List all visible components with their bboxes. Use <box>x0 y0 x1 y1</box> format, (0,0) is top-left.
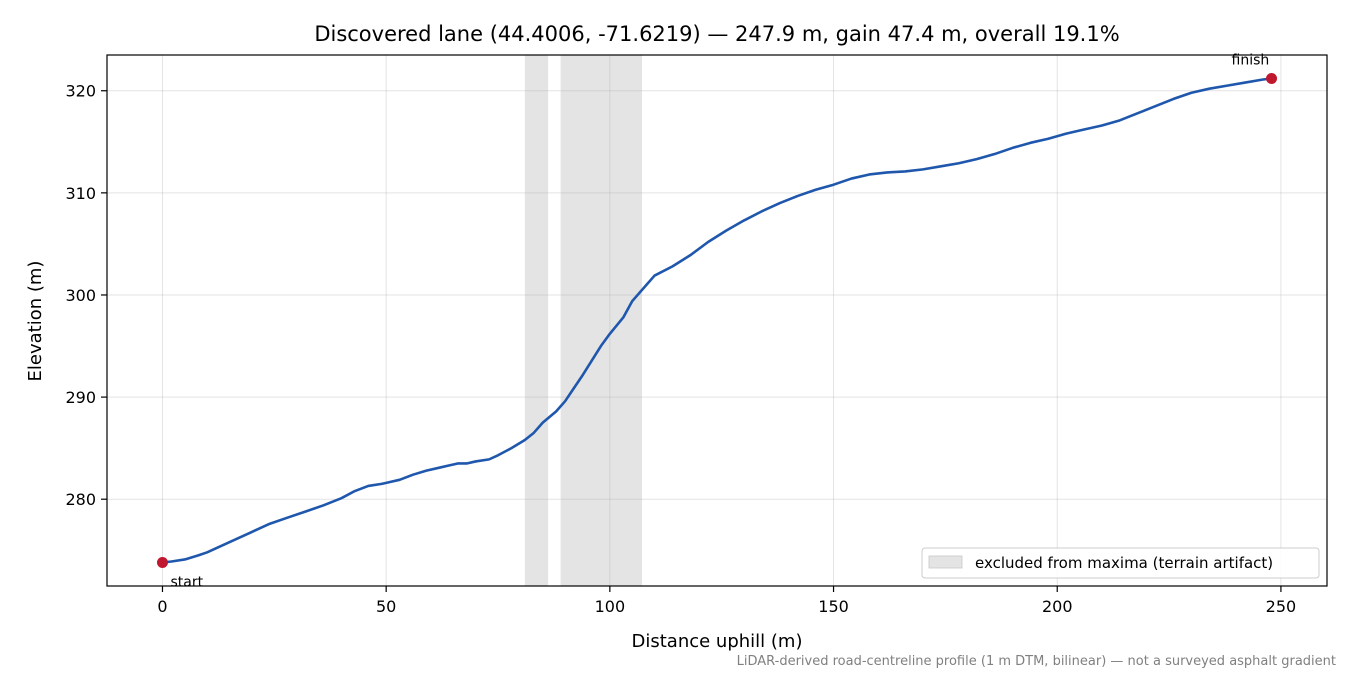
start-marker <box>156 557 168 569</box>
y-tick-label: 320 <box>65 82 96 101</box>
excluded-region-1 <box>560 55 643 586</box>
start-label: start <box>170 575 203 591</box>
y-tick-label: 310 <box>65 184 96 203</box>
x-tick-label: 50 <box>376 597 396 616</box>
plot-frame <box>106 54 1328 587</box>
legend-swatch-excluded <box>928 555 963 569</box>
excluded-region-0 <box>524 55 549 586</box>
x-tick-label: 100 <box>595 597 626 616</box>
x-tick-label: 200 <box>1042 597 1073 616</box>
legend: excluded from maxima (terrain artifact) <box>921 547 1320 579</box>
elevation-profile-line <box>161 77 1273 564</box>
y-tick-label: 300 <box>65 286 96 305</box>
x-tick-label: 0 <box>157 597 167 616</box>
x-axis-label: Distance uphill (m) <box>632 631 803 652</box>
x-tick-label: 250 <box>1266 597 1297 616</box>
legend-label-excluded: excluded from maxima (terrain artifact) <box>975 554 1273 572</box>
y-tick-label: 280 <box>65 490 96 509</box>
y-tick-label: 290 <box>65 388 96 407</box>
finish-marker <box>1266 72 1278 84</box>
finish-label: finish <box>1232 52 1270 68</box>
x-tick-label: 150 <box>818 597 849 616</box>
chart-title: Discovered lane (44.4006, -71.6219) — 24… <box>314 22 1119 46</box>
y-axis-label: Elevation (m) <box>25 261 46 382</box>
legend-box <box>921 547 1320 579</box>
footnote: LiDAR-derived road-centreline profile (1… <box>737 654 1336 669</box>
